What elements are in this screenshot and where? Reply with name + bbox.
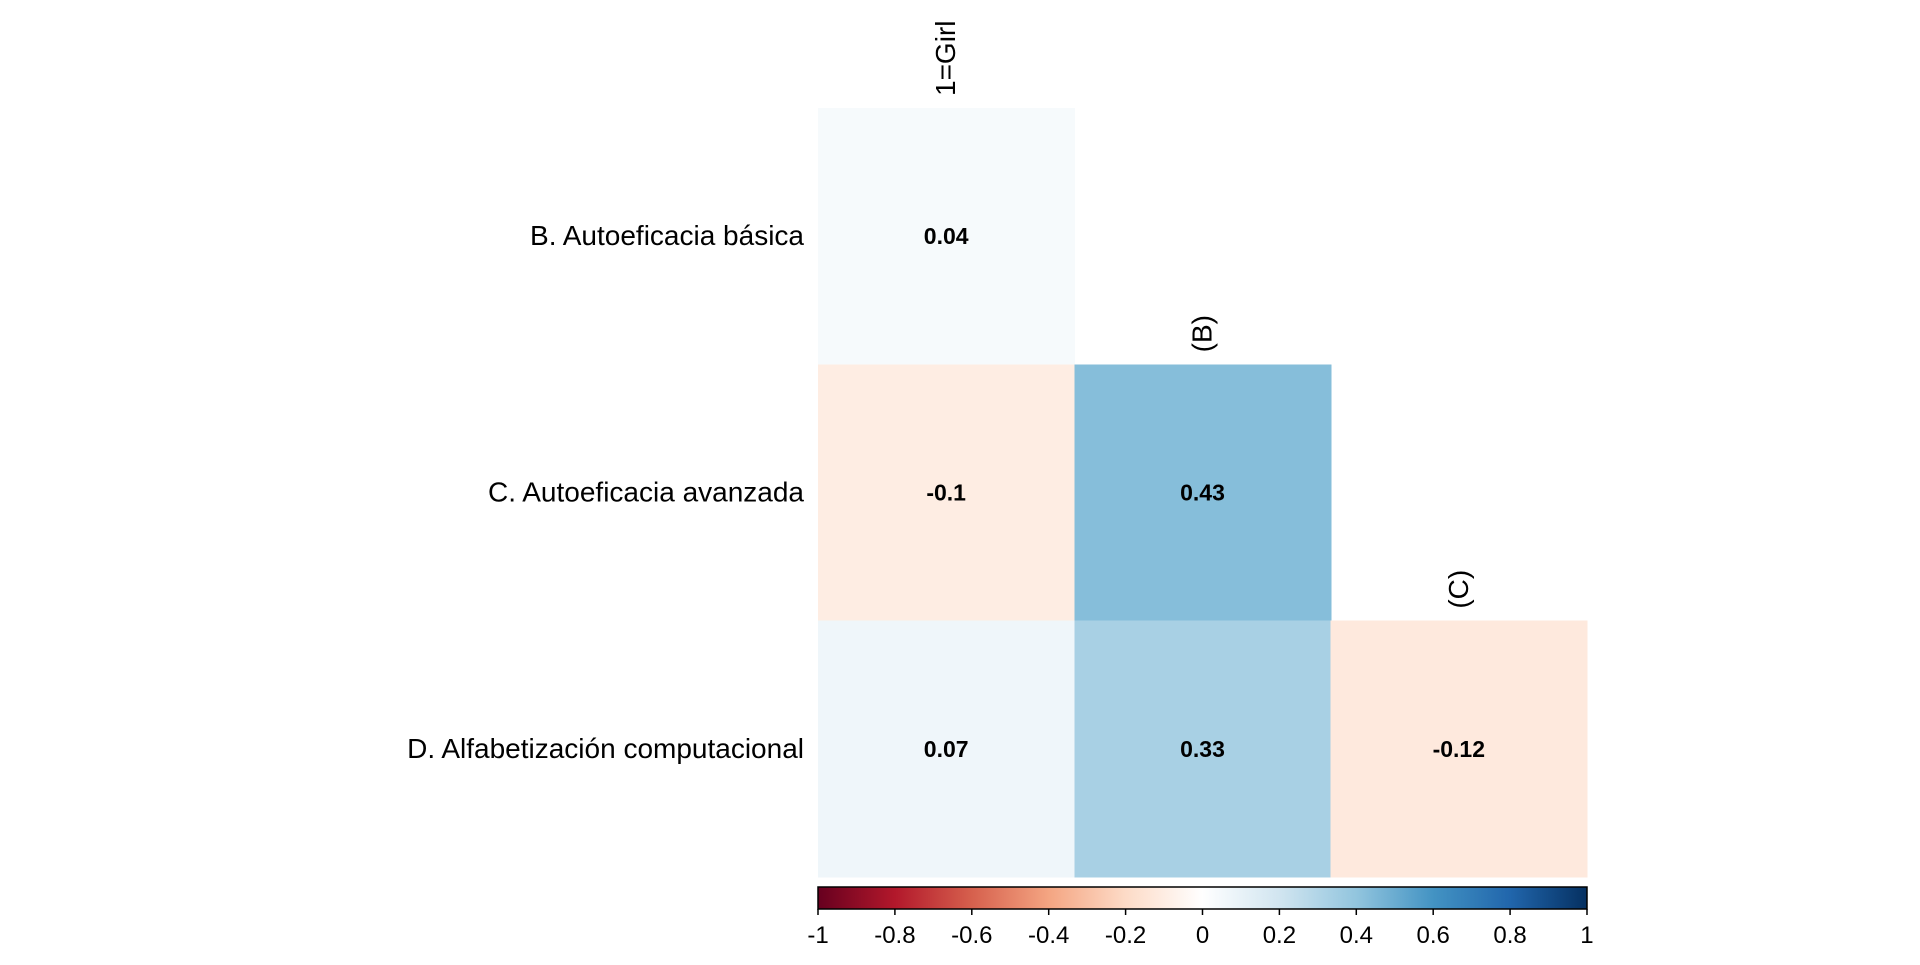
cell-value-label-5: -0.12 xyxy=(1433,736,1485,762)
column-labels: 1=Girl (B) (C) xyxy=(930,21,1474,609)
colorbar-tick-label-5: 0 xyxy=(1196,922,1209,949)
cell-value-label-1: -0.1 xyxy=(926,479,966,505)
colorbar-tick-label-4: -0.2 xyxy=(1105,922,1146,949)
cell-value-label-0: 0.04 xyxy=(924,223,969,249)
cell-value-label-2: 0.43 xyxy=(1180,479,1225,505)
colorbar-tick-label-3: -0.4 xyxy=(1028,922,1069,949)
colorbar-tick-label-0: -1 xyxy=(807,922,828,949)
heatmap-cell-1 xyxy=(818,364,1075,622)
colorbar-gradient xyxy=(817,886,1588,910)
heatmap-cell-4 xyxy=(1074,620,1332,878)
row-label-0: B. Autoeficacia básica xyxy=(530,220,804,251)
colorbar-tick-label-9: 0.8 xyxy=(1493,922,1526,949)
heatmap-cell-5 xyxy=(1330,620,1588,878)
heatmap-cell-0 xyxy=(818,108,1075,365)
row-labels: B. Autoeficacia básica C. Autoeficacia av… xyxy=(407,220,804,764)
cell-value-label-4: 0.33 xyxy=(1180,736,1225,762)
row-label-2: D. Alfabetización computacional xyxy=(407,733,804,764)
column-label-2: (C) xyxy=(1443,570,1474,609)
colorbar-tick-label-2: -0.6 xyxy=(951,922,992,949)
cell-value-labels: 0.04 -0.1 0.43 0.07 0.33 -0.12 xyxy=(924,223,1485,762)
colorbar-tick-label-8: 0.6 xyxy=(1417,922,1450,949)
heatmap-cell-2 xyxy=(1074,364,1332,622)
heatmap-cell-3 xyxy=(818,620,1075,878)
row-label-1: C. Autoeficacia avanzada xyxy=(488,476,804,507)
column-label-1: (B) xyxy=(1186,315,1217,352)
color-legend: -1 -0.8 -0.6 -0.4 -0.2 0 0.2 0.4 0.6 0.8 1 xyxy=(807,886,1594,949)
colorbar-tick-label-10: 1 xyxy=(1580,922,1593,949)
colorbar-tick-label-1: -0.8 xyxy=(874,922,915,949)
cell-value-label-3: 0.07 xyxy=(924,736,969,762)
column-label-0: 1=Girl xyxy=(930,21,961,96)
heatmap-cells xyxy=(818,108,1588,878)
colorbar-tick-label-7: 0.4 xyxy=(1340,922,1373,949)
colorbar-tick-label-6: 0.2 xyxy=(1263,922,1296,949)
